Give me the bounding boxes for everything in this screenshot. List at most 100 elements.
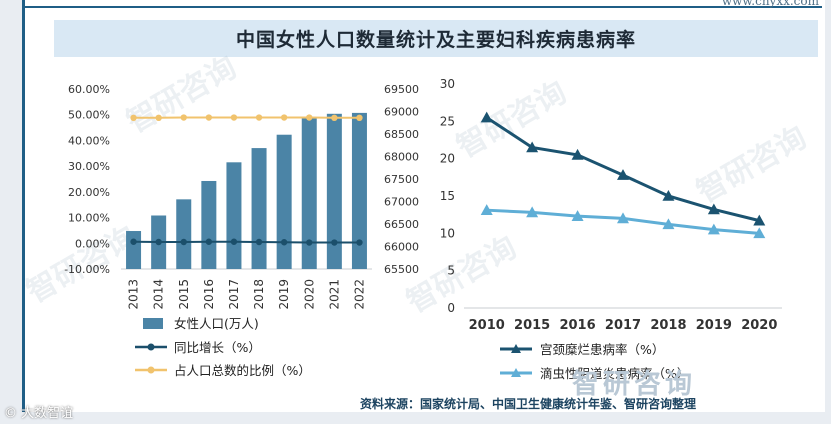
legend-label-cervical: 宫颈糜烂患病率（%） [540,342,664,357]
growth-point [306,239,313,246]
y-right-tick-label: 65500 [384,263,419,276]
y-tick-label-right: 30 [440,77,455,91]
top-rule [22,0,822,8]
y-tick-label-right: 10 [440,226,455,240]
x-tick-label: 2018 [252,279,266,310]
y-left-tick-label: -10.00% [64,263,110,276]
vaginitis-point [480,204,493,215]
y-tick-label-right: 0 [447,301,455,315]
growth-point [255,238,263,246]
legend-label-vaginitis: 滴虫性阴道炎患病率（%） [540,366,689,381]
x-tick-label-right: 2017 [605,318,641,333]
vaginitis-point [617,212,629,224]
cervical-point [526,141,539,153]
cervical-point [617,169,629,180]
growth-point [180,238,187,246]
population-bar [351,112,367,270]
ratio-point [331,114,338,122]
growth-point [331,239,338,246]
population-bar [326,113,342,269]
y-tick-label-right: 20 [440,152,455,166]
ratio-point [205,114,213,121]
growth-point [155,238,162,246]
title-bar: 中国女性人口数量统计及主要妇科疾病患病率 [54,20,818,57]
x-tick-label: 2015 [177,279,191,310]
x-tick-label: 2014 [152,279,166,310]
legend-swatch-population [143,318,163,329]
brand-watermark: 智研咨询 [572,369,696,400]
x-tick-label-right: 2018 [650,318,686,333]
report-card [22,0,825,412]
y-left-tick-label: 60.00% [68,83,110,96]
y-left-tick-label: 10.00% [68,212,110,225]
population-bar [251,148,267,269]
y-right-tick-label: 66000 [384,241,419,254]
cervical-point [662,190,675,201]
y-right-tick-label: 66500 [384,218,419,231]
ratio-point [155,114,162,122]
x-tick-label-right: 2015 [514,318,550,333]
vaginitis-point [662,218,675,230]
x-tick-label-right: 2020 [741,318,777,333]
ratio-point [356,114,363,122]
x-tick-label: 2019 [277,279,291,310]
cervical-point [571,148,584,160]
x-tick-label: 2013 [127,279,141,310]
legend-marker-vaginitis [511,368,521,377]
ratio-point [230,114,238,121]
ratio-point [180,114,187,121]
y-left-tick-label: 30.00% [68,160,110,173]
y-right-tick-label: 68000 [384,151,419,164]
x-tick-label: 2022 [352,279,366,310]
y-left-tick-label: 40.00% [68,134,110,147]
ratio-point [280,114,288,121]
y-tick-label-right: 5 [447,264,455,278]
x-tick-label-right: 2019 [696,318,732,333]
ratio-point [306,114,313,121]
vaginitis-point [571,210,584,221]
population-bar [126,231,142,269]
population-bar [176,199,192,269]
y-right-tick-label: 69500 [384,83,419,96]
legend-marker-cervical [511,344,521,353]
cervical-point [753,214,766,226]
cervical-point [707,203,720,215]
y-right-tick-label: 67000 [384,196,419,209]
legend-label-population: 女性人口(万人) [174,316,259,331]
legend-label-growth: 同比增长（%） [174,340,261,355]
growth-point [356,239,363,246]
domain-text: www.chyxx.com [721,0,819,8]
credit-text: © 大数智谊 [4,406,74,421]
cervical-point [480,111,493,123]
growth-point [280,239,288,246]
y-left-tick-label: 50.00% [68,109,110,122]
x-tick-label-right: 2016 [559,318,595,333]
y-tick-label-right: 15 [440,189,455,203]
legend-marker-growth [147,343,155,351]
x-tick-label: 2020 [302,279,316,310]
legend-label-ratio: 占人口总数的比例（%） [174,363,311,378]
growth-line [133,240,360,244]
y-right-tick-label: 68500 [384,128,419,141]
y-right-tick-label: 69000 [384,106,419,119]
chart-title: 中国女性人口数量统计及主要妇科疾病患病率 [235,29,636,51]
y-tick-label-right: 25 [440,114,455,128]
x-tick-label-right: 2010 [469,318,505,333]
vaginitis-point [753,227,766,239]
growth-point [130,238,137,245]
population-bar [226,162,242,269]
population-bar [301,118,317,270]
source-note: 资料来源：国家统计局、中国卫生健康统计年鉴、智研咨询整理 [360,397,697,411]
population-bar [201,180,217,269]
x-tick-label: 2017 [227,279,241,310]
y-right-tick-label: 67500 [384,173,419,186]
growth-point [230,238,238,245]
ratio-point [130,114,137,122]
y-left-tick-label: 20.00% [68,186,110,199]
x-tick-label: 2021 [327,279,341,310]
vaginitis-point [526,206,539,218]
x-tick-label: 2016 [202,279,216,310]
population-bar [276,134,292,269]
ratio-point [255,114,263,121]
